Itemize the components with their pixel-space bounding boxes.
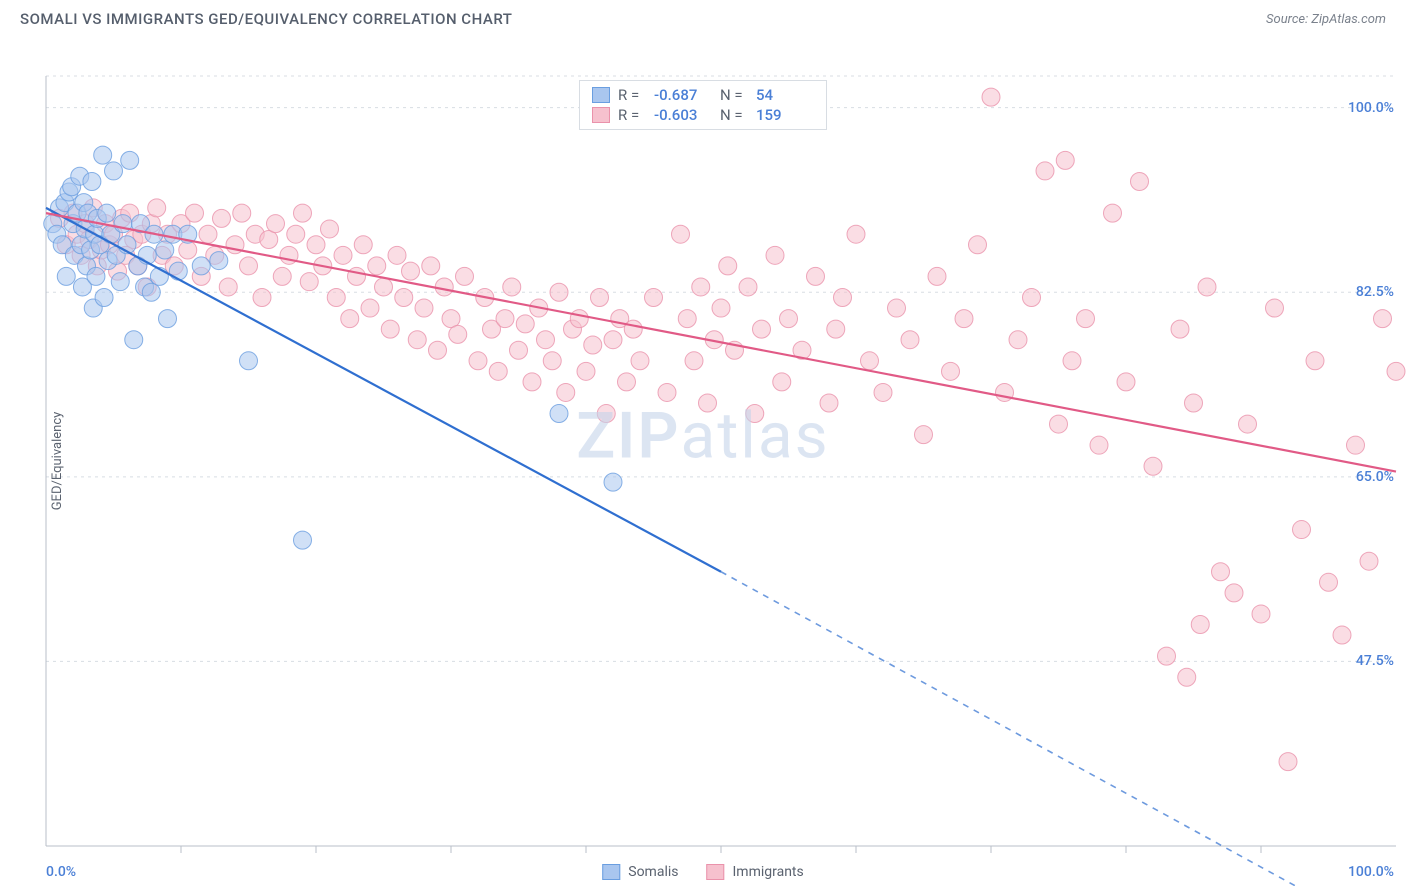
x-axis-min-label: 0.0% [46,864,76,880]
chart-title: SOMALI VS IMMIGRANTS GED/EQUIVALENCY COR… [20,10,512,28]
legend-row-somalis: R = -0.687 N = 54 [592,85,814,105]
swatch-immigrants-icon [706,864,724,880]
legend-stats-box: R = -0.687 N = 54 R = -0.603 N = 159 [579,80,827,130]
swatch-somalis-icon [602,864,620,880]
legend-item-immigrants: Immigrants [706,864,803,880]
y-axis-label: GED/Equivalency [50,412,65,511]
y-tick-label: 47.5% [1356,653,1394,669]
legend-item-somalis: Somalis [602,864,678,880]
r-value-immigrants: -0.603 [654,106,712,124]
y-tick-label: 65.0% [1356,469,1394,485]
swatch-immigrants-icon [592,107,610,123]
scatter-chart-svg [0,36,1406,886]
chart-source: Source: ZipAtlas.com [1266,12,1386,27]
r-value-somalis: -0.687 [654,86,712,104]
y-tick-label: 100.0% [1348,100,1394,116]
legend-row-immigrants: R = -0.603 N = 159 [592,105,814,125]
chart-header: SOMALI VS IMMIGRANTS GED/EQUIVALENCY COR… [0,0,1406,36]
x-axis-max-label: 100.0% [1348,864,1394,880]
legend-series: Somalis Immigrants [602,864,804,880]
n-value-somalis: 54 [756,86,814,104]
swatch-somalis-icon [592,87,610,103]
n-value-immigrants: 159 [756,106,814,124]
y-tick-label: 82.5% [1356,284,1394,300]
chart-area: ZIPatlas GED/Equivalency R = -0.687 N = … [0,36,1406,886]
